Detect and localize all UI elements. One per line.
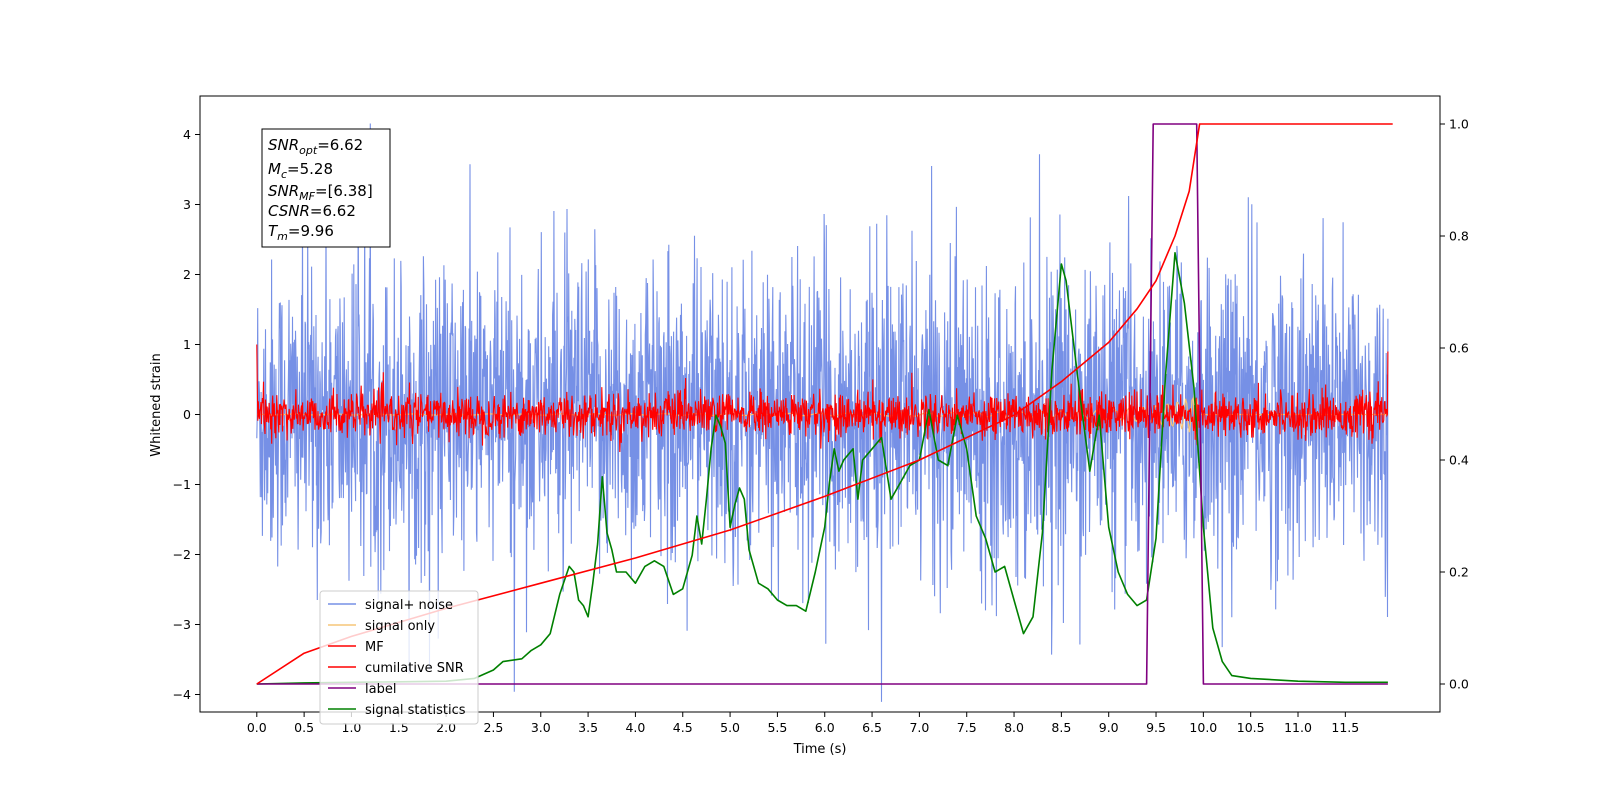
y-tick-label-right: 0.2 [1449, 565, 1469, 580]
y-tick-label-left: −3 [173, 617, 191, 632]
x-tick-label: 8.0 [1004, 720, 1024, 735]
annotation-frame [261, 128, 391, 248]
series-signal-noise [256, 123, 1389, 702]
y-axis-right: 0.0 0.2 0.4 0.6 0.8 1.0 [1440, 117, 1469, 692]
series-mf [256, 344, 1389, 453]
x-tick-label: 3.0 [531, 720, 551, 735]
plot-frame [199, 95, 1441, 713]
series-signal-statistics [256, 252, 1388, 685]
annotation-tm: Tm=9.96 [268, 222, 334, 243]
y-tick-label-left: 4 [183, 127, 191, 142]
legend-label-label: label [365, 682, 396, 697]
y-tick-label-left: −1 [173, 477, 191, 492]
y-tick-label-left: 2 [183, 267, 191, 282]
x-tick-label: 9.5 [1146, 720, 1166, 735]
legend-frame [319, 590, 479, 725]
x-tick-label: 4.5 [673, 720, 693, 735]
y-tick-label-left: 1 [183, 337, 191, 352]
x-tick-label: 11.0 [1284, 720, 1312, 735]
legend-label-mf: MF [365, 640, 384, 655]
legend: signal+ noise signal only MF cumilative … [319, 590, 479, 725]
y-tick-label-right: 1.0 [1449, 117, 1469, 132]
x-tick-label: 9.0 [1099, 720, 1119, 735]
y-tick-label-left: 3 [183, 197, 191, 212]
x-tick-label: 7.0 [909, 720, 929, 735]
x-tick-label: 6.0 [815, 720, 835, 735]
x-tick-label: 5.0 [720, 720, 740, 735]
y-tick-label-right: 0.0 [1449, 677, 1469, 692]
x-tick-label: 3.5 [578, 720, 598, 735]
x-tick-label: 2.5 [483, 720, 503, 735]
legend-label-cumulative-snr: cumilative SNR [365, 661, 464, 676]
x-tick-label: 8.5 [1051, 720, 1071, 735]
x-axis-label: Time (s) [793, 742, 847, 757]
y-tick-label-right: 0.4 [1449, 453, 1469, 468]
legend-label-signal-noise: signal+ noise [365, 598, 453, 613]
annotation-csnr: CSNR=6.62 [268, 202, 356, 220]
legend-label-signal-only: signal only [365, 619, 435, 634]
x-tick-label: 0.0 [247, 720, 267, 735]
y-axis-left: −4 −3 −2 −1 0 1 2 3 4 [173, 127, 200, 702]
y-axis-label: Whitened strain [149, 353, 164, 456]
x-tick-label: 11.5 [1331, 720, 1359, 735]
x-tick-label: 10.0 [1189, 720, 1217, 735]
y-tick-label-right: 0.8 [1449, 229, 1469, 244]
x-tick-label: 7.5 [957, 720, 977, 735]
x-tick-label: 4.0 [625, 720, 645, 735]
x-tick-label: 10.5 [1237, 720, 1265, 735]
y-tick-label-right: 0.6 [1449, 341, 1469, 356]
y-tick-label-left: −2 [173, 547, 191, 562]
annotation-box: SNRopt=6.62 Mc=5.28 SNRMF=[6.38] CSNR=6.… [261, 128, 391, 248]
annotation-mc: Mc=5.28 [268, 160, 333, 181]
annotation-snr-mf: SNRMF=[6.38] [268, 182, 373, 203]
y-tick-label-left: −4 [173, 687, 191, 702]
legend-label-signal-statistics: signal statistics [365, 703, 466, 718]
x-tick-label: 6.5 [862, 720, 882, 735]
x-tick-label: 0.5 [294, 720, 314, 735]
x-axis: 0.0 0.5 1.0 1.5 2.0 2.5 3.0 3.5 4.0 4.5 5.0 5.5 6.0 6… [247, 712, 1359, 735]
x-tick-label: 5.5 [767, 720, 787, 735]
annotation-snr-opt: SNRopt=6.62 [268, 136, 363, 157]
series-label [256, 123, 1388, 685]
y-tick-label-left: 0 [183, 407, 191, 422]
